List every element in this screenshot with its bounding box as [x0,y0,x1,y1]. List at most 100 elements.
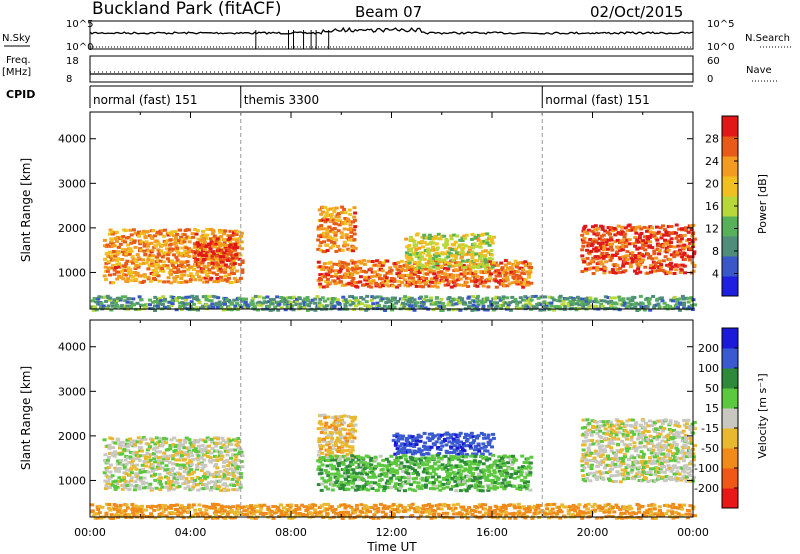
heatmap-cell [437,301,442,305]
heatmap-cell [476,308,481,312]
heatmap-cell [320,210,325,214]
heatmap-cell [231,254,236,258]
heatmap-cell [373,466,377,470]
heatmap-cell [609,439,614,442]
heatmap-cell [414,470,419,474]
heatmap-cell [129,305,134,309]
heatmap-cell [164,481,169,485]
heatmap-cell [675,250,680,254]
heatmap-cell [640,253,645,256]
heatmap-cell [213,464,217,468]
heatmap-cell [507,282,512,286]
heatmap-cell [180,254,185,258]
heatmap-cell [598,463,603,467]
heatmap-cell [234,229,238,233]
heatmap-cell [649,424,654,428]
heatmap-cell [658,432,663,436]
heatmap-cell [655,427,660,431]
heatmap-cell [509,270,514,274]
heatmap-cell [468,478,473,482]
heatmap-cell [151,229,156,233]
heatmap-cell [290,304,295,308]
heatmap-cell [461,469,466,473]
heatmap-cell [351,268,356,272]
heatmap-cell [390,296,395,300]
heatmap-cell [486,285,491,289]
heatmap-cell [655,466,660,470]
heatmap-cell [458,301,463,305]
heatmap-cell [335,448,340,452]
heatmap-cell [375,283,380,287]
heatmap-cell [466,460,471,464]
heatmap-cell [174,261,179,265]
heatmap-cell [446,303,451,307]
heatmap-cell [216,269,221,273]
heatmap-cell [599,247,604,250]
heatmap-cell [105,269,110,273]
heatmap-cell [109,239,114,243]
heatmap-cell [116,299,120,302]
heatmap-cell [392,434,397,438]
heatmap-cell [334,454,339,458]
heatmap-cell [107,455,111,459]
heatmap-cell [417,253,422,257]
heatmap-cell [405,460,410,464]
heatmap-cell [380,472,385,476]
heatmap-cell [458,489,463,493]
heatmap-cell [639,436,644,439]
heatmap-cell [589,467,594,470]
heatmap-cell [331,447,336,451]
heatmap-cell [468,467,473,471]
heatmap-cell [344,219,348,223]
heatmap-cell [384,276,389,280]
heatmap-cell [427,284,432,288]
heatmap-cell [508,308,513,312]
heatmap-cell [411,488,415,492]
heatmap-cell [506,455,511,459]
heatmap-cell [183,486,188,490]
heatmap-cell [630,260,635,264]
heatmap-cell [176,268,181,272]
heatmap-cell [155,255,160,259]
heatmap-cell [506,461,511,465]
heatmap-cell [199,258,204,262]
heatmap-cell [581,258,586,262]
heatmap-cell [646,430,651,433]
heatmap-cell [428,242,433,246]
heatmap-cell [604,432,609,436]
heatmap-cell [187,308,192,312]
heatmap-cell [658,226,663,230]
heatmap-cell [549,304,554,308]
heatmap-cell [273,305,278,309]
heatmap-cell [198,247,203,251]
heatmap-cell [428,481,433,485]
heatmap-cell [396,475,401,479]
heatmap-cell [375,303,379,307]
heatmap-cell [141,229,146,233]
heatmap-cell [405,245,410,249]
heatmap-cell [366,284,371,288]
heatmap-cell [132,488,137,492]
heatmap-cell [346,415,351,418]
heatmap-cell [466,486,471,490]
heatmap-cell [166,468,171,471]
heatmap-cell [418,485,422,489]
heatmap-cell [324,480,329,484]
heatmap-cell [141,480,146,484]
nave-axis-min: 0 [707,74,713,85]
heatmap-cell [223,440,228,444]
heatmap-cell [658,467,663,471]
heatmap-cell [674,443,679,447]
heatmap-cell [607,441,612,445]
heatmap-cell [618,241,622,245]
heatmap-cell [171,467,176,471]
heatmap-cell [121,235,126,239]
heatmap-cell [636,267,641,271]
heatmap-cell [334,444,338,448]
heatmap-cell [630,226,635,230]
heatmap-cell [519,283,524,287]
heatmap-cell [212,234,217,238]
heatmap-cell [435,251,440,255]
heatmap-cell [209,437,214,441]
heatmap-cell [641,455,646,459]
